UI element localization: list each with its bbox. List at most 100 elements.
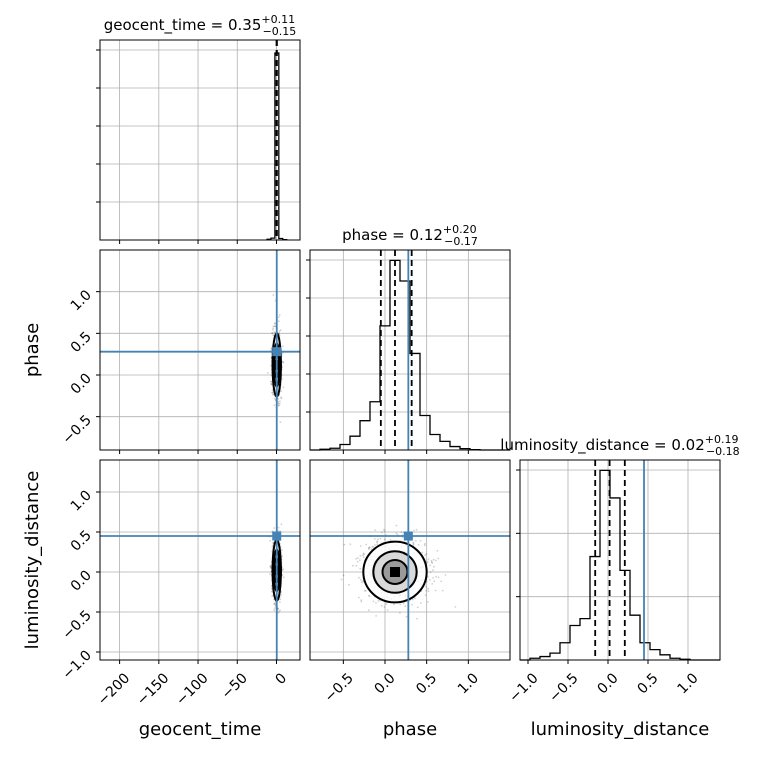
scatter-point: [368, 546, 371, 549]
scatter-point: [375, 602, 377, 604]
scatter-point: [360, 579, 362, 581]
xtick-label-phase-1: 0.0: [372, 670, 399, 697]
scatter-point: [435, 575, 437, 578]
scatter-point: [273, 607, 276, 610]
scatter-point: [385, 603, 388, 605]
scatter-point: [414, 597, 416, 600]
scatter-point: [272, 334, 275, 337]
scatter-point: [360, 600, 363, 603]
scatter-point: [273, 404, 276, 406]
scatter-point: [270, 347, 273, 350]
xtick-label-geocent_time-1: −150: [134, 670, 173, 709]
scatter-point: [271, 331, 274, 334]
scatter-0-2-content: [100, 460, 300, 660]
scatter-point: [279, 609, 281, 612]
xtick-label-geocent_time-2: −100: [173, 670, 212, 709]
scatter-point: [277, 320, 280, 323]
hist-luminosity_distance-frame: [519, 459, 721, 661]
scatter-point: [374, 544, 376, 546]
scatter-point: [281, 555, 284, 558]
scatter-point: [359, 567, 362, 570]
scatter-point: [386, 609, 389, 611]
ytick-label-luminosity_distance-1: −0.5: [59, 608, 94, 643]
scatter-point: [271, 391, 274, 394]
scatter-point: [279, 329, 282, 331]
scatter-point: [277, 316, 280, 318]
scatter-point: [273, 602, 275, 605]
scatter-point: [270, 567, 272, 570]
scatter-point: [364, 590, 367, 592]
scatter-point: [270, 590, 273, 593]
scatter-point: [427, 601, 429, 603]
scatter-point: [362, 552, 365, 555]
scatter-point: [380, 604, 383, 607]
scatter-point: [343, 543, 346, 546]
scatter-point: [432, 558, 435, 561]
scatter-point: [279, 530, 281, 532]
scatter-point: [277, 611, 279, 614]
xtick-label-phase-2: 0.5: [413, 670, 440, 697]
scatter-point: [277, 404, 280, 407]
scatter-point: [277, 402, 279, 405]
scatter-point: [412, 541, 415, 544]
hist-panel-phase: phase = 0.12+0.20 −0.17: [306, 223, 511, 454]
scatter-point: [374, 529, 377, 531]
ytick-label-phase-3: 1.0: [68, 287, 95, 314]
scatter-point: [376, 541, 378, 543]
scatter-point: [425, 553, 428, 555]
hist-geocent_time-title: geocent_time = 0.35+0.11 −0.15: [104, 13, 297, 38]
scatter-panel-geocent_time-luminosity_distance: [96, 459, 301, 664]
xtick-label-luminosity_distance-0: −1.0: [506, 670, 541, 705]
scatter-point: [279, 421, 282, 424]
scatter-point: [269, 564, 272, 567]
scatter-point: [269, 540, 272, 542]
scatter-point: [359, 559, 361, 562]
scatter-point: [379, 537, 382, 540]
scatter-point: [270, 383, 273, 385]
scatter-point: [372, 600, 375, 603]
scatter-point: [279, 601, 281, 604]
scatter-0-1-content: [100, 250, 300, 450]
scatter-0-1-truth-point: [272, 347, 282, 357]
ytick-label-luminosity_distance-4: 1.0: [68, 488, 95, 515]
scatter-point: [270, 587, 273, 590]
scatter-point: [280, 396, 282, 399]
scatter-point: [412, 542, 415, 545]
scatter-point: [359, 545, 362, 547]
scatter-point: [277, 526, 280, 529]
xtick-label-geocent_time-0: −200: [95, 670, 134, 709]
hist-luminosity_distance-title: luminosity_distance = 0.02+0.19 −0.18: [500, 433, 739, 458]
scatter-point: [426, 560, 429, 563]
scatter-point: [437, 557, 440, 560]
scatter-point: [454, 606, 457, 608]
scatter-point: [356, 560, 359, 563]
scatter-point: [400, 531, 403, 533]
scatter-point: [272, 542, 274, 544]
scatter-1-2-content: [310, 460, 510, 660]
hist-phase-title: phase = 0.12+0.20 −0.17: [342, 223, 478, 248]
scatter-point: [399, 603, 402, 606]
scatter-point: [273, 609, 276, 612]
scatter-point: [417, 544, 420, 546]
scatter-point: [425, 585, 427, 588]
scatter-point: [360, 581, 363, 584]
scatter-0-2-truth-point: [272, 531, 282, 541]
scatter-point: [273, 322, 276, 324]
scatter-point: [348, 583, 350, 586]
scatter-point: [435, 559, 437, 562]
scatter-point: [357, 557, 359, 559]
scatter-point: [280, 523, 283, 526]
scatter-point: [405, 615, 408, 618]
scatter-point: [425, 589, 428, 592]
scatter-point: [411, 598, 414, 601]
scatter-point: [355, 564, 358, 567]
scatter-point: [413, 529, 415, 532]
scatter-point: [273, 331, 276, 334]
scatter-point: [358, 576, 360, 579]
scatter-point: [271, 595, 274, 598]
scatter-point: [424, 554, 426, 556]
xtick-label-luminosity_distance-2: 0.0: [595, 670, 622, 697]
scatter-point: [355, 557, 358, 560]
scatter-point: [371, 545, 374, 548]
